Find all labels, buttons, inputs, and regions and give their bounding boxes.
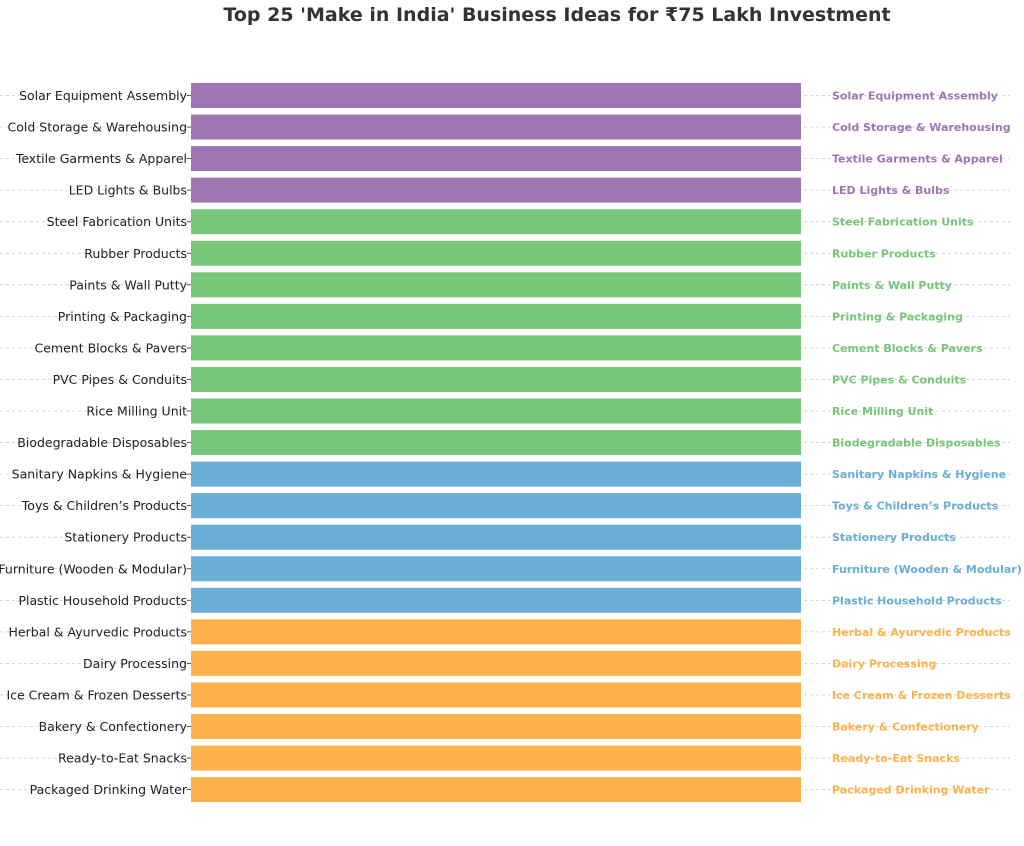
bar xyxy=(191,714,801,739)
bar xyxy=(191,303,801,329)
data-label: Herbal & Ayurvedic Products xyxy=(832,626,1011,639)
data-label: Cold Storage & Warehousing xyxy=(832,121,1011,134)
data-label: Packaged Drinking Water xyxy=(832,784,990,797)
bar xyxy=(191,524,801,550)
data-label: Sanitary Napkins & Hygiene xyxy=(832,468,1006,481)
y-tick-label: Herbal & Ayurvedic Products xyxy=(9,624,187,639)
bar xyxy=(191,114,801,140)
data-label: Biodegradable Disposables xyxy=(832,437,1001,450)
bar xyxy=(191,272,801,298)
data-label: Plastic Household Products xyxy=(832,594,1002,607)
y-tick-label: Steel Fabrication Units xyxy=(47,214,187,229)
y-tick-label: Cold Storage & Warehousing xyxy=(8,120,187,135)
data-label: Rubber Products xyxy=(832,247,936,260)
bar xyxy=(191,177,801,203)
tick-labels-layer: Solar Equipment Assembly Cold Storage & W… xyxy=(0,88,191,797)
y-tick-label: Textile Garments & Apparel xyxy=(15,151,187,166)
y-tick-label: Packaged Drinking Water xyxy=(30,782,188,797)
bar xyxy=(191,587,801,613)
y-tick-label: Plastic Household Products xyxy=(19,593,188,608)
data-label: Rice Milling Unit xyxy=(832,405,933,418)
data-label: Toys & Children’s Products xyxy=(832,500,999,513)
data-label: Ready-to-Eat Snacks xyxy=(832,752,960,765)
y-tick-label: Rubber Products xyxy=(84,246,187,261)
bar xyxy=(191,745,801,771)
bar xyxy=(191,650,801,676)
data-label: Solar Equipment Assembly xyxy=(832,90,998,103)
bar xyxy=(191,83,801,108)
bar xyxy=(191,366,801,392)
data-label: Printing & Packaging xyxy=(832,310,963,323)
bar xyxy=(191,556,801,582)
bar xyxy=(191,240,801,266)
y-tick-label: Rice Milling Unit xyxy=(86,404,187,419)
data-labels-layer: Solar Equipment Assembly Cold Storage & W… xyxy=(832,90,1022,797)
bar xyxy=(191,461,801,487)
bar xyxy=(191,493,801,519)
data-label: PVC Pipes & Conduits xyxy=(832,373,967,386)
chart-title: Top 25 'Make in India' Business Ideas fo… xyxy=(223,4,891,26)
data-label: Steel Fabrication Units xyxy=(832,216,974,229)
y-tick-label: Solar Equipment Assembly xyxy=(19,88,188,103)
y-tick-label: Toys & Children’s Products xyxy=(21,498,187,513)
data-label: Stationery Products xyxy=(832,531,956,544)
data-label: Dairy Processing xyxy=(832,657,936,670)
data-label: Ice Cream & Frozen Desserts xyxy=(832,689,1011,702)
bar xyxy=(191,619,801,645)
y-tick-label: PVC Pipes & Conduits xyxy=(53,372,187,387)
data-label: LED Lights & Bulbs xyxy=(832,184,950,197)
data-label: Cement Blocks & Pavers xyxy=(832,342,983,355)
bar xyxy=(191,146,801,172)
y-tick-label: Cement Blocks & Pavers xyxy=(35,340,187,355)
bar xyxy=(191,209,801,235)
y-tick-label: Sanitary Napkins & Hygiene xyxy=(12,467,188,482)
bar xyxy=(191,777,801,803)
y-tick-label: Stationery Products xyxy=(64,530,187,545)
y-tick-label: Furniture (Wooden & Modular) xyxy=(0,561,187,576)
y-tick-label: Ice Cream & Frozen Desserts xyxy=(6,687,187,702)
bar xyxy=(191,398,801,424)
data-label: Paints & Wall Putty xyxy=(832,279,952,292)
y-tick-label: Bakery & Confectionery xyxy=(39,719,188,734)
y-tick-label: Dairy Processing xyxy=(83,656,187,671)
y-tick-label: Paints & Wall Putty xyxy=(69,277,187,292)
y-tick-label: Printing & Packaging xyxy=(58,309,187,324)
data-label: Textile Garments & Apparel xyxy=(832,153,1003,166)
bars-layer xyxy=(191,83,801,803)
y-tick-label: Biodegradable Disposables xyxy=(17,435,187,450)
bar xyxy=(191,430,801,456)
y-tick-label: Ready-to-Eat Snacks xyxy=(58,751,187,766)
y-tick-label: LED Lights & Bulbs xyxy=(69,183,187,198)
data-label: Furniture (Wooden & Modular) xyxy=(832,563,1022,576)
bar xyxy=(191,335,801,361)
data-label: Bakery & Confectionery xyxy=(832,721,979,734)
bar xyxy=(191,682,801,708)
